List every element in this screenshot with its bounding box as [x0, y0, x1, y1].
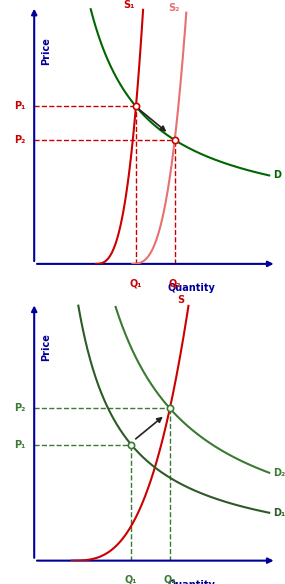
Text: Q₂: Q₂: [164, 575, 176, 584]
Text: D: D: [273, 171, 281, 180]
Text: P₂: P₂: [14, 404, 26, 413]
Text: Q₁: Q₁: [125, 575, 137, 584]
Text: Quantity: Quantity: [168, 283, 215, 293]
Text: P₁: P₁: [14, 440, 26, 450]
Text: S: S: [178, 296, 185, 305]
Text: Price: Price: [41, 333, 51, 361]
Text: Quantity: Quantity: [168, 580, 215, 584]
Text: P₁: P₁: [14, 102, 26, 112]
Text: D₂: D₂: [273, 468, 285, 478]
Text: Q₂: Q₂: [168, 278, 181, 288]
Text: Q₁: Q₁: [130, 278, 142, 288]
Text: S₁: S₁: [123, 1, 134, 11]
Text: P₂: P₂: [14, 135, 26, 145]
Text: Price: Price: [41, 37, 51, 65]
Text: S₂: S₂: [168, 4, 180, 13]
Text: D₁: D₁: [273, 507, 285, 518]
